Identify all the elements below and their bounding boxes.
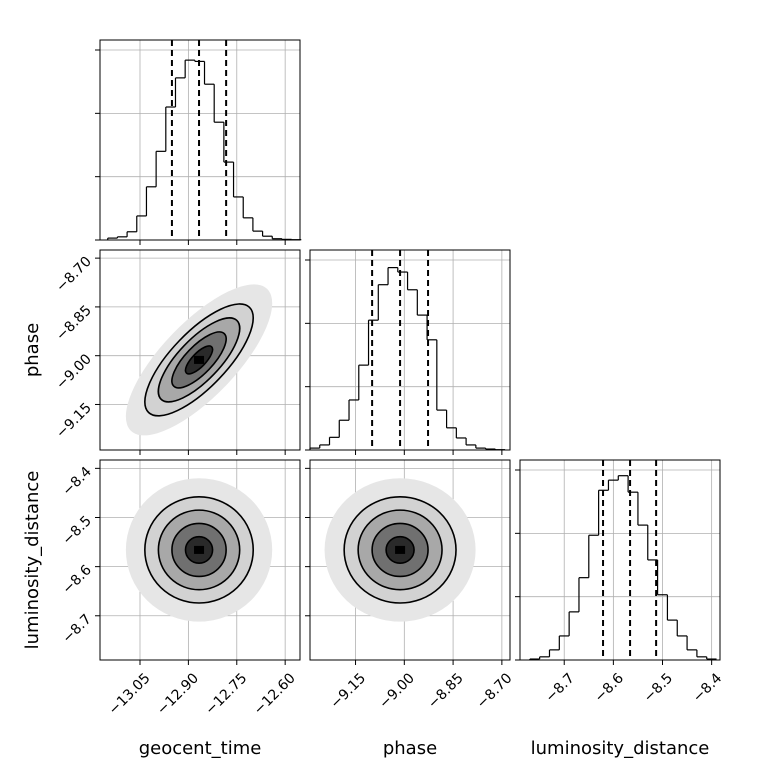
panel-frame [99,249,301,451]
x-tick-label: −8.4 [690,670,725,705]
density [125,284,273,436]
x-tick-label: −8.5 [641,670,676,705]
contour [357,509,443,591]
x-tick-label: −8.85 [425,670,467,712]
x-tick-label: −8.7 [542,670,577,705]
panel-frame [99,39,301,241]
y-tick-label: −8.5 [59,513,94,548]
panel-frame [99,459,301,661]
peak [194,355,205,364]
contour [184,535,214,564]
y-axis-label: phase [22,323,43,377]
density [324,478,476,622]
peak [395,545,406,554]
x-tick-label: −12.90 [154,670,202,718]
contour [157,509,241,591]
y-tick-label: −8.6 [59,562,94,597]
y-tick-label: −8.4 [59,464,94,499]
density [125,478,273,622]
y-tick-label: −8.7 [59,611,94,646]
x-tick-label: −8.6 [592,670,627,705]
contour [171,331,227,389]
panel-frame [309,249,511,451]
x-tick-label: −8.70 [474,670,516,712]
contour [144,303,255,417]
contour [371,522,429,578]
peak [194,545,205,554]
x-axis-label: luminosity_distance [531,738,710,759]
y-tick-label: −8.70 [53,254,95,296]
contour [171,522,227,578]
panel-frame [309,459,511,661]
contour [343,496,457,604]
contour [184,345,214,375]
y-tick-label: −9.15 [53,400,95,442]
contour [144,496,255,604]
contour [157,317,241,403]
panel-frame [519,459,721,661]
x-tick-label: −9.15 [327,670,369,712]
x-tick-label: −12.60 [251,670,299,718]
y-axis-label: luminosity_distance [22,471,43,650]
y-tick-label: −8.85 [53,302,95,344]
x-tick-label: −9.00 [376,670,418,712]
x-axis-label: geocent_time [139,738,262,759]
x-tick-label: −12.75 [202,670,250,718]
contour [385,535,415,564]
y-tick-label: −9.00 [53,351,95,393]
x-tick-label: −13.05 [106,670,154,718]
x-axis-label: phase [383,738,437,759]
